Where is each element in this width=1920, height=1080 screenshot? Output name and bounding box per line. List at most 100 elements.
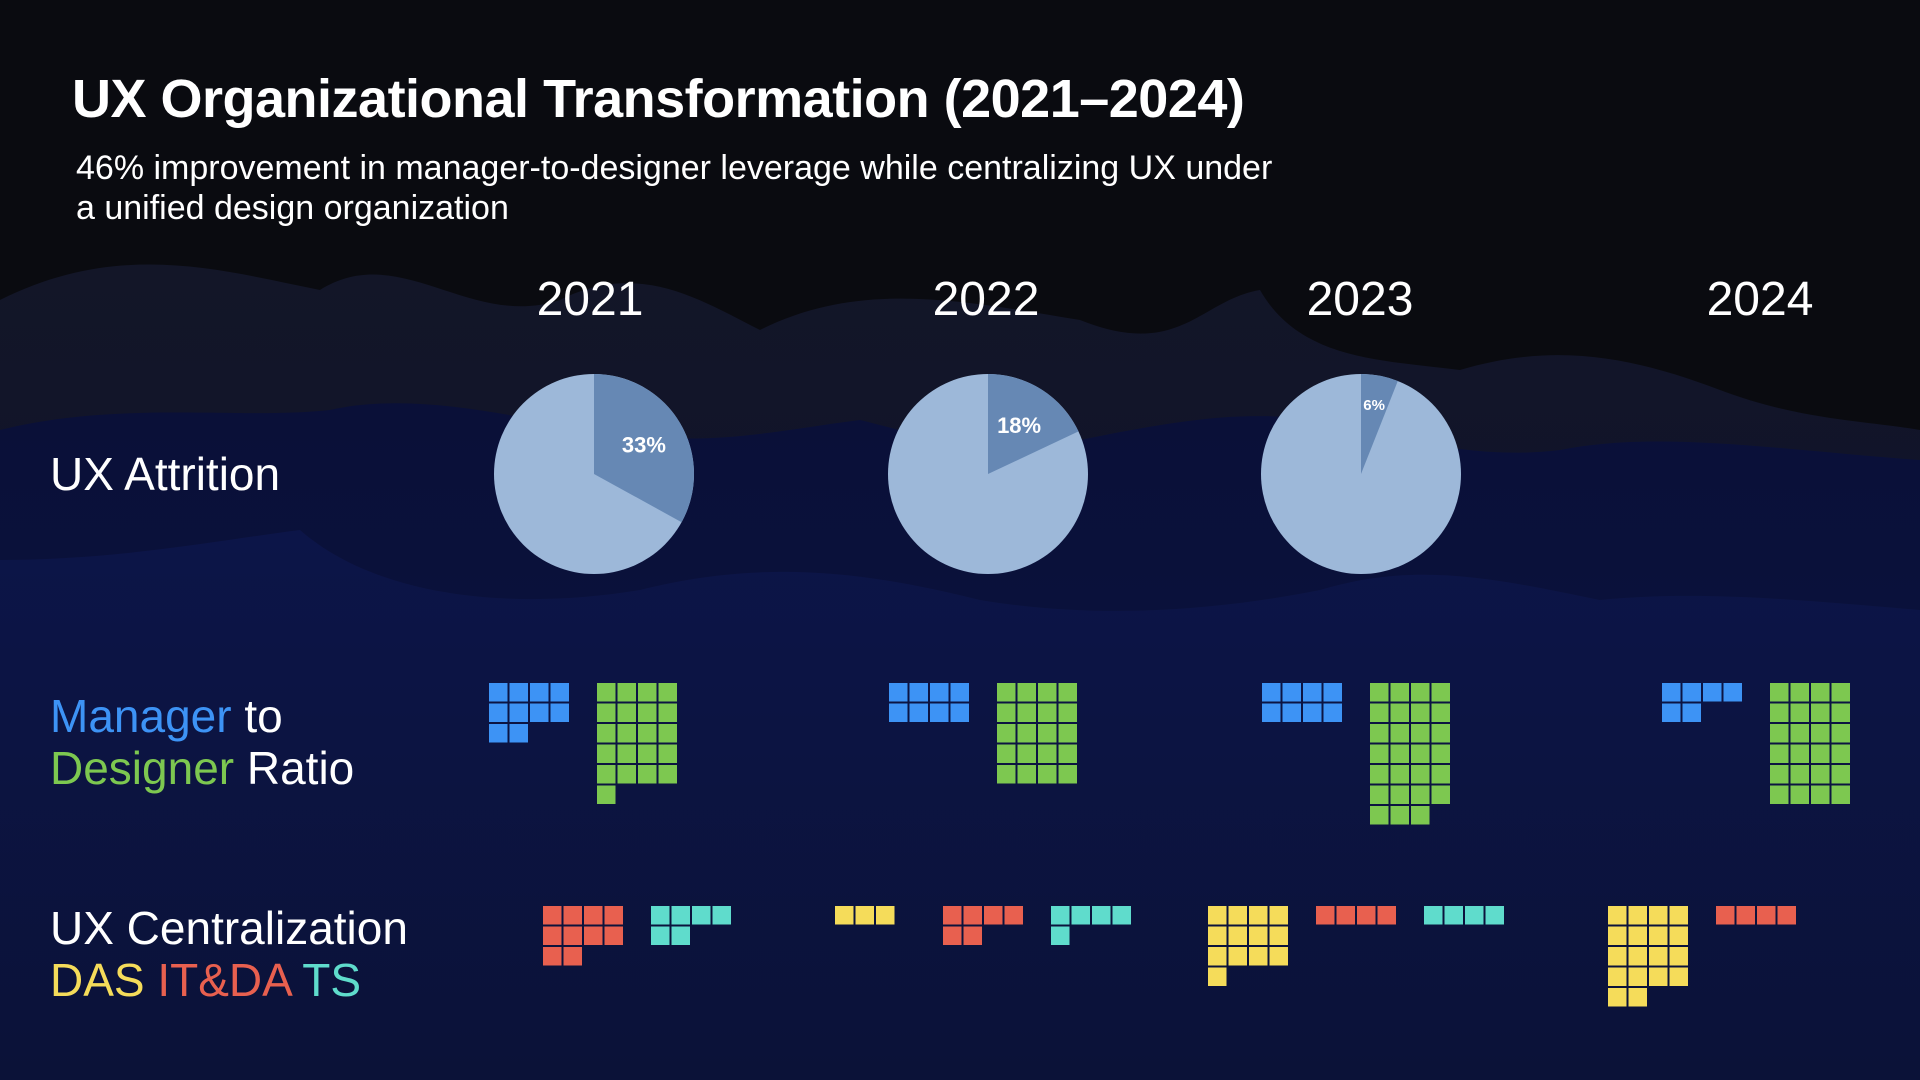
waffle-cell-designer-2023 <box>1370 806 1389 825</box>
waffle-cell-itda-2021 <box>604 906 623 925</box>
waffle-cell-manager-2022 <box>909 703 928 722</box>
waffle-cell-manager-2023 <box>1303 683 1322 702</box>
waffle-cell-das-2023 <box>1269 947 1288 966</box>
waffle-cell-designer-2023 <box>1411 703 1430 722</box>
waffle-cell-designer-2022 <box>1038 765 1057 784</box>
waffle-cell-das-2023 <box>1249 906 1268 925</box>
waffle-cell-designer-2024 <box>1811 785 1830 804</box>
waffle-cell-designer-2021 <box>658 683 677 702</box>
waffle-cell-designer-2022 <box>997 765 1016 784</box>
waffle-cell-itda-2022 <box>963 926 982 945</box>
waffle-cell-designer-2021 <box>638 744 657 763</box>
waffle-cell-designer-2024 <box>1770 703 1789 722</box>
legend-das: DAS <box>50 954 145 1006</box>
waffle-cell-manager-2023 <box>1262 683 1281 702</box>
year-label: 2021 <box>536 273 644 326</box>
waffle-cell-manager-2023 <box>1262 703 1281 722</box>
waffle-cell-itda-2023 <box>1336 906 1355 925</box>
waffle-cell-designer-2023 <box>1411 724 1430 743</box>
waffle-cell-designer-2023 <box>1411 765 1430 784</box>
waffle-cell-designer-2021 <box>597 765 616 784</box>
waffle-cell-designer-2024 <box>1831 744 1850 763</box>
year-label: 2024 <box>1706 273 1814 326</box>
waffle-cell-designer-2024 <box>1811 744 1830 763</box>
waffle-cell-itda-2022 <box>1004 906 1023 925</box>
waffle-cell-itda-2021 <box>563 947 582 966</box>
waffle-cell-designer-2024 <box>1790 744 1809 763</box>
waffle-cell-das-2023 <box>1269 926 1288 945</box>
waffle-cell-ts-2023 <box>1465 906 1484 925</box>
waffle-cell-designer-2024 <box>1811 683 1830 702</box>
legend-designer: Designer <box>50 742 235 794</box>
waffle-cell-itda-2023 <box>1316 906 1335 925</box>
waffle-cell-das-2022 <box>835 906 854 925</box>
waffle-cell-designer-2021 <box>597 703 616 722</box>
waffle-cell-designer-2023 <box>1411 806 1430 825</box>
year-label: 2022 <box>932 273 1040 326</box>
waffle-cell-das-2023 <box>1269 906 1288 925</box>
waffle-cell-designer-2021 <box>638 724 657 743</box>
waffle-cell-das-2024 <box>1608 988 1627 1007</box>
waffle-cell-das-2023 <box>1208 947 1227 966</box>
waffle-cell-manager-2021 <box>530 683 549 702</box>
waffle-cell-designer-2022 <box>1038 724 1057 743</box>
waffle-cell-itda-2022 <box>943 926 962 945</box>
waffle-cell-designer-2022 <box>1017 765 1036 784</box>
row-label-attrition: UX Attrition <box>50 448 281 500</box>
waffle-cell-designer-2023 <box>1411 744 1430 763</box>
waffle-cell-designer-2022 <box>997 724 1016 743</box>
waffle-cell-itda-2021 <box>584 906 603 925</box>
waffle-cell-ts-2021 <box>671 926 690 945</box>
waffle-cell-designer-2022 <box>1058 724 1077 743</box>
waffle-cell-das-2024 <box>1628 926 1647 945</box>
waffle-cell-das-2024 <box>1608 967 1627 986</box>
waffle-cell-das-2024 <box>1669 906 1688 925</box>
pie-data-label-2023: 6% <box>1363 397 1385 414</box>
waffle-cell-das-2022 <box>855 906 874 925</box>
waffle-cell-designer-2023 <box>1370 744 1389 763</box>
waffle-cell-designer-2024 <box>1811 703 1830 722</box>
waffle-cell-designer-2022 <box>1017 744 1036 763</box>
waffle-cell-designer-2023 <box>1370 703 1389 722</box>
waffle-cell-das-2024 <box>1628 988 1647 1007</box>
waffle-cell-designer-2021 <box>617 724 636 743</box>
waffle-cell-designer-2021 <box>597 683 616 702</box>
waffle-cell-designer-2021 <box>617 744 636 763</box>
waffle-cell-designer-2024 <box>1790 724 1809 743</box>
waffle-cell-das-2024 <box>1669 926 1688 945</box>
waffle-cell-manager-2023 <box>1323 703 1342 722</box>
waffle-cell-designer-2023 <box>1390 744 1409 763</box>
pie-data-label-2022: 18% <box>997 413 1041 438</box>
waffle-cell-designer-2021 <box>658 744 677 763</box>
waffle-cell-manager-2024 <box>1703 683 1722 702</box>
waffle-cell-ts-2021 <box>651 906 670 925</box>
waffle-cell-itda-2021 <box>543 906 562 925</box>
waffle-cell-designer-2024 <box>1831 703 1850 722</box>
waffle-cell-designer-2022 <box>997 683 1016 702</box>
waffle-cell-itda-2024 <box>1716 906 1735 925</box>
waffle-cell-ts-2021 <box>651 926 670 945</box>
waffle-cell-itda-2022 <box>963 906 982 925</box>
waffle-cell-manager-2023 <box>1282 703 1301 722</box>
waffle-cell-das-2023 <box>1249 926 1268 945</box>
waffle-cell-designer-2021 <box>658 765 677 784</box>
waffle-cell-das-2024 <box>1669 947 1688 966</box>
page-subtitle: 46% improvement in manager-to-designer l… <box>76 149 1273 227</box>
waffle-cell-designer-2022 <box>1038 744 1057 763</box>
waffle-cell-manager-2024 <box>1682 703 1701 722</box>
waffle-cell-das-2023 <box>1208 926 1227 945</box>
waffle-cell-designer-2022 <box>1038 703 1057 722</box>
waffle-cell-das-2024 <box>1608 947 1627 966</box>
waffle-cell-designer-2023 <box>1431 744 1450 763</box>
waffle-cell-designer-2024 <box>1790 683 1809 702</box>
waffle-cell-das-2024 <box>1649 926 1668 945</box>
waffle-cell-manager-2021 <box>489 703 508 722</box>
year-label: 2023 <box>1306 273 1414 326</box>
waffle-cell-das-2024 <box>1628 967 1647 986</box>
waffle-cell-ts-2022 <box>1071 906 1090 925</box>
waffle-cell-designer-2024 <box>1770 765 1789 784</box>
waffle-cell-designer-2024 <box>1831 785 1850 804</box>
waffle-cell-das-2024 <box>1649 906 1668 925</box>
waffle-cell-das-2024 <box>1649 967 1668 986</box>
